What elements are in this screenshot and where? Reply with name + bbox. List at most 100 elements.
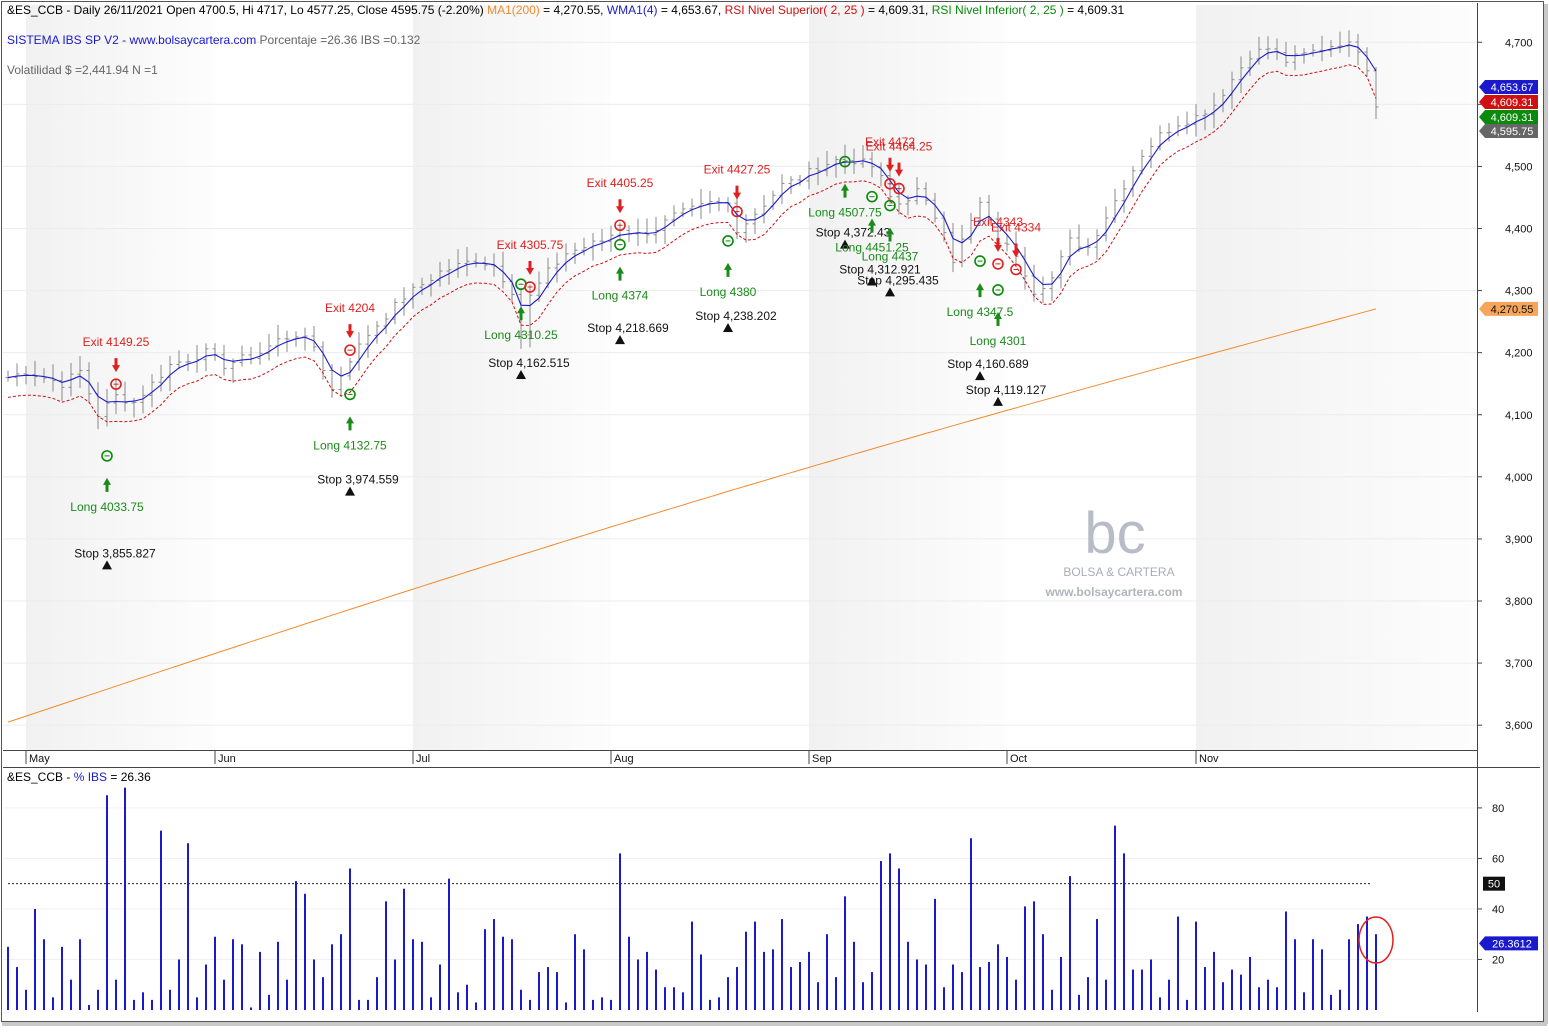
month-band [26, 5, 215, 750]
long-label: Long 4310.25 [484, 328, 558, 342]
exit-marker [992, 258, 1004, 270]
ohlc-bar [266, 334, 272, 361]
header-line-3: Volatilidad $ =2,441.94 N =1 [7, 63, 158, 77]
stop-marker-icon [615, 335, 625, 345]
header-line-1-part: RSI Nivel Inferior( 2, 25 ) [932, 3, 1064, 17]
ohlc-bar [239, 345, 245, 367]
last-value-text: 4,270.55 [1491, 304, 1534, 316]
ohlc-bar [1193, 104, 1199, 137]
exit-signal: Exit 4427.25 [704, 163, 771, 218]
ibs-panel-title-part: % IBS [74, 770, 107, 784]
ohlc-bar [1139, 149, 1145, 175]
exit-label: Exit 4427.25 [704, 163, 771, 177]
header-line-1-part: = 4,609.31 [1064, 3, 1125, 17]
exit-arrow-down-icon [733, 185, 741, 200]
exit-signal: Exit 4204 [325, 301, 375, 356]
ohlc-bar [923, 182, 929, 206]
header-line-2-part: SISTEMA IBS SP V2 - www.bolsaycartera.co… [7, 33, 256, 47]
price-tick-label: 4,000 [1505, 472, 1533, 484]
price-tick-label: 4,100 [1505, 410, 1533, 422]
month-label: Jul [416, 753, 430, 765]
ohlc-bar [1328, 40, 1334, 57]
ohlc-bar [1337, 31, 1343, 53]
ohlc-bar [887, 167, 893, 204]
ibs-tick-label: 60 [1492, 853, 1504, 865]
exit-arrow-down-icon [616, 199, 624, 214]
price-tick-label: 4,700 [1505, 37, 1533, 49]
ohlc-bar [113, 379, 119, 414]
price-tick-label: 4,300 [1505, 286, 1533, 298]
exit-arrow-down-icon [112, 358, 120, 373]
long-marker [344, 388, 356, 401]
ohlc-bar [77, 355, 83, 388]
date-x-axis: May Jun Jul Aug Sep Oct Nov [3, 750, 1477, 765]
ohlc-bar [1364, 47, 1370, 77]
ma200-line [7, 308, 1377, 723]
ibs-bars [7, 787, 1377, 1010]
exit-signal: Exit 4149.25 [83, 335, 150, 390]
price-tick-label: 4,500 [1505, 161, 1533, 173]
stop-marker-icon [723, 322, 733, 332]
stop-marker-icon [885, 287, 895, 297]
ibs-panel: 20 40 60 80 50 26.3612 &ES_CCB - % IBS = 26.3… [3, 768, 1538, 1012]
header-line-1-part: RSI Nivel Superior( 2, 25 ) [725, 3, 865, 17]
ohlc-bar [1184, 111, 1190, 135]
exit-signal: Exit 4334 [991, 220, 1041, 276]
month-label: Sep [812, 753, 832, 765]
last-value-tag: 4,595.75 [1479, 124, 1538, 138]
month-label: Aug [614, 753, 634, 765]
ibs-tick-label: 20 [1492, 954, 1504, 966]
ohlc-bar [392, 298, 398, 325]
ohlc-bar [1103, 206, 1109, 242]
ibs-panel-title-part: &ES_CCB - [7, 770, 74, 784]
price-panel: bc BOLSA & CARTERA www.bolsaycartera.com… [3, 3, 1538, 767]
ohlc-bar [653, 217, 659, 244]
exit-marker [110, 378, 122, 390]
month-label: Nov [1199, 753, 1219, 765]
ibs-last-value-text: 26.3612 [1492, 938, 1532, 950]
long-signal: Long 4301 Stop 4,119.127 [966, 284, 1047, 406]
exit-signal: Exit 4472 [865, 135, 915, 190]
long-label: Long 4132.75 [313, 438, 387, 452]
ohlc-bar [644, 218, 650, 244]
price-tick-label: 3,600 [1505, 720, 1533, 732]
ohlc-bar [842, 144, 848, 174]
long-marker [974, 255, 986, 267]
long-marker [101, 450, 113, 462]
ibs-last-value-box [1479, 936, 1538, 951]
long-arrow-up-icon [868, 218, 876, 233]
stop-label: Stop 4,160.689 [947, 357, 1029, 371]
exit-label: Exit 4204 [325, 301, 375, 315]
ibs-level-box [1483, 876, 1505, 891]
last-value-tag: 4,609.31 [1479, 110, 1538, 124]
last-value-tag: 4,270.55 [1479, 301, 1538, 316]
long-signal: Long 4380 Stop 4,238.202 [695, 235, 777, 332]
exit-signal: Exit 4305.75 [497, 238, 564, 293]
ohlc-bar [581, 237, 587, 256]
ohlc-bar [257, 342, 263, 365]
ohlc-bar [896, 182, 902, 215]
ohlc-bar [1292, 45, 1298, 71]
exit-marker [614, 219, 626, 232]
ohlc-bar [1076, 224, 1082, 253]
stop-marker-icon [840, 239, 850, 249]
ohlc-bar [185, 353, 191, 372]
last-value-box [1479, 110, 1538, 124]
long-label: Long 4451.25 [835, 241, 909, 255]
ohlc-bar [662, 215, 668, 245]
long-marker [839, 155, 851, 168]
long-label: Long 4374 [592, 289, 649, 303]
exit-label: Exit 4405.25 [587, 176, 654, 190]
ibs-y-axis: 20 40 60 80 50 26.3612 [1477, 768, 1538, 1012]
ohlc-bar [230, 358, 236, 383]
exit-arrow-down-icon [1012, 243, 1020, 258]
last-value-box [1479, 95, 1538, 109]
month-label: Jun [218, 753, 236, 765]
ohlc-bar [1004, 234, 1010, 252]
ohlc-bar [221, 345, 227, 376]
exit-label: Exit 4472 [865, 135, 915, 149]
long-signal: Long 4132.75 Stop 3,974.559 [313, 388, 399, 496]
ohlc-bar [1283, 41, 1289, 68]
ohlc-bar [860, 145, 866, 168]
price-grid [3, 41, 1477, 726]
